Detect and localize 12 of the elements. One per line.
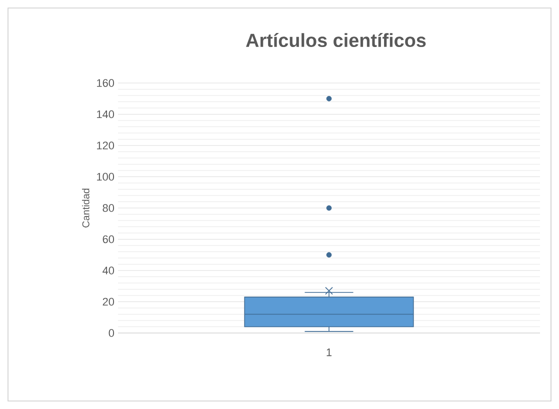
y-tick-label: 100 [97,172,114,181]
chart-title: Artículos científicos [246,32,426,48]
y-tick-label: 60 [102,235,114,244]
y-tick-label: 160 [97,79,114,87]
y-tick-label: 140 [97,110,114,118]
y-axis-title: Cantidad [82,188,90,228]
x-tick-label: 1 [326,348,332,356]
y-tick-label: 120 [97,142,114,150]
y-tick-label: 20 [102,298,114,306]
y-tick-label: 0 [108,329,114,337]
y-tick-label: 40 [102,266,114,274]
y-tick-label: 80 [102,204,114,212]
